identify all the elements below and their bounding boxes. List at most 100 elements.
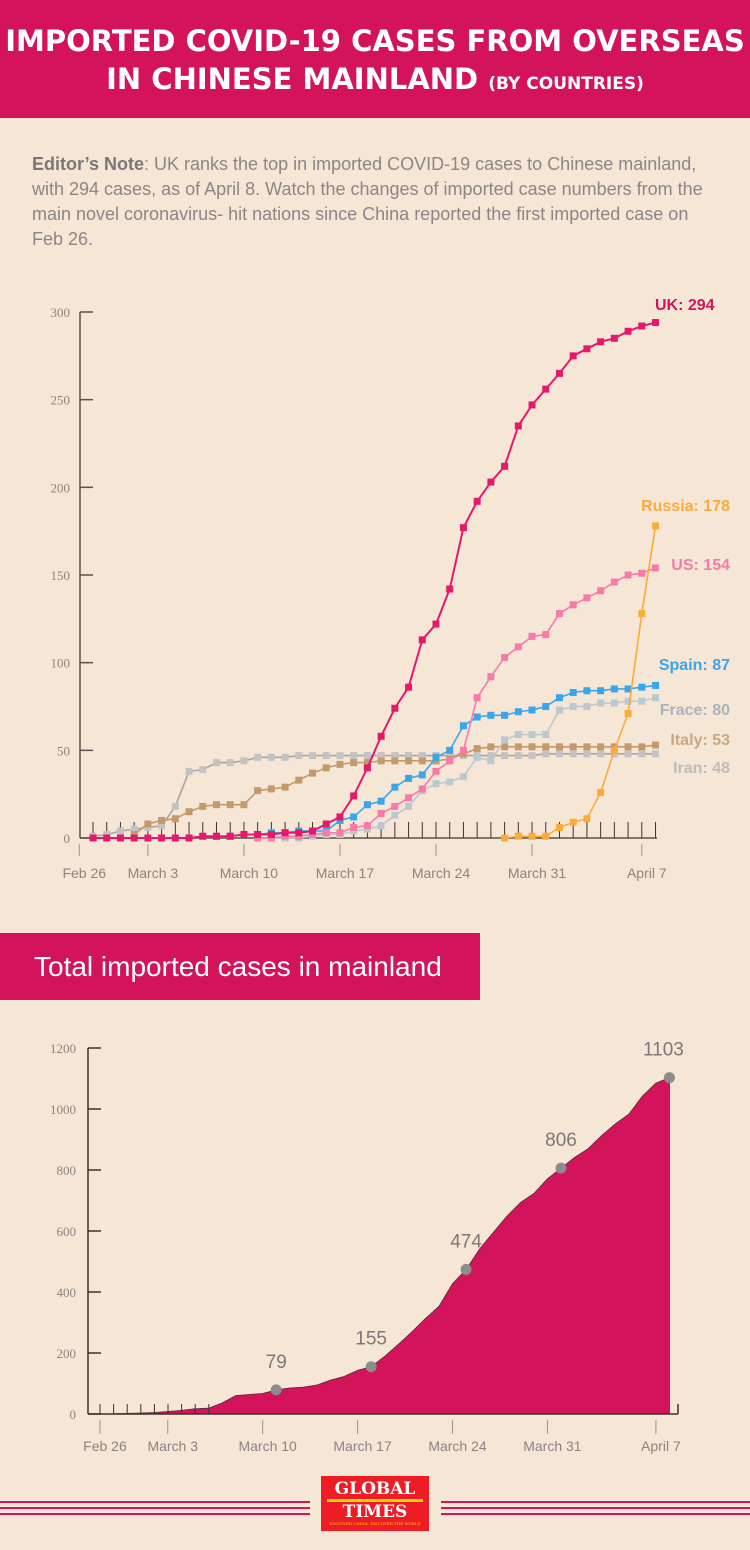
footer-rule	[441, 1513, 750, 1515]
data-point-us	[487, 673, 495, 681]
data-point-us	[652, 564, 660, 572]
data-point-us	[624, 571, 632, 579]
data-point-us	[405, 794, 413, 802]
data-point-iran	[350, 752, 358, 760]
data-point-france	[487, 757, 495, 765]
annotation-label: 155	[355, 1329, 387, 1350]
data-point-iran	[514, 752, 522, 760]
y-tick-label: 200	[51, 480, 71, 495]
x-tick-label: March 10	[238, 1438, 297, 1454]
data-point-spain	[336, 816, 344, 824]
data-point-spain	[583, 687, 591, 695]
y-tick-label: 1200	[50, 1041, 76, 1056]
data-point-us	[514, 643, 522, 651]
data-point-iran	[336, 752, 344, 760]
data-point-iran	[185, 767, 193, 775]
annotation-dot	[365, 1361, 377, 1373]
data-point-iran	[363, 752, 371, 760]
data-point-spain	[542, 703, 550, 710]
data-point-us	[473, 694, 481, 702]
data-point-iran	[391, 752, 399, 760]
data-point-italy	[130, 830, 138, 838]
data-point-spain	[473, 713, 481, 721]
data-point-italy	[652, 741, 660, 749]
footer-rule	[0, 1501, 310, 1503]
header: IMPORTED COVID-19 CASES FROM OVERSEAS IN…	[0, 0, 750, 118]
x-tick-label: March 10	[220, 865, 279, 881]
data-point-us	[597, 587, 605, 595]
data-point-uk	[418, 636, 426, 644]
data-point-uk	[610, 334, 618, 342]
data-point-uk	[103, 834, 111, 842]
data-point-iran	[254, 753, 262, 761]
data-point-uk	[281, 829, 289, 837]
data-point-uk	[555, 369, 563, 377]
data-point-italy	[583, 743, 591, 751]
data-point-spain	[363, 801, 371, 809]
data-point-uk	[185, 834, 193, 842]
editors-note: Editor’s Note: UK ranks the top in impor…	[32, 152, 722, 252]
data-point-france	[446, 778, 454, 786]
x-tick-label: Feb 26	[83, 1438, 127, 1454]
data-point-spain	[405, 774, 413, 782]
annotation-label: 79	[266, 1352, 287, 1373]
data-point-italy	[254, 787, 262, 795]
data-point-france	[432, 780, 440, 788]
data-point-italy	[267, 785, 275, 793]
data-point-russia	[652, 522, 660, 530]
data-point-uk	[501, 462, 509, 470]
data-point-italy	[158, 816, 166, 824]
annotation-dot	[663, 1072, 675, 1084]
data-point-iran	[405, 752, 413, 760]
data-point-us	[254, 834, 262, 842]
data-point-france	[391, 811, 399, 819]
data-point-uk	[597, 338, 605, 346]
data-point-uk	[254, 830, 262, 838]
data-point-us	[501, 653, 509, 661]
annotation-dot	[555, 1162, 567, 1174]
data-point-us	[391, 802, 399, 810]
data-point-france	[555, 706, 563, 714]
data-point-russia	[638, 610, 646, 618]
data-point-iran	[158, 822, 166, 830]
data-point-us	[610, 578, 618, 586]
data-point-italy	[212, 801, 220, 809]
data-point-italy	[295, 776, 303, 784]
y-tick-label: 250	[51, 393, 71, 408]
data-point-italy	[597, 743, 605, 751]
data-point-uk	[350, 792, 358, 800]
data-point-uk	[432, 620, 440, 628]
data-point-iran	[103, 830, 111, 838]
page-subtitle: (BY COUNTRIES)	[488, 74, 644, 94]
series-label-russia: Russia: 178	[641, 498, 730, 515]
data-point-iran	[116, 827, 124, 835]
data-point-italy	[350, 759, 358, 767]
data-point-spain	[418, 771, 426, 779]
data-point-iran	[212, 759, 220, 767]
data-point-us	[281, 832, 289, 840]
annotation-label: 474	[450, 1231, 482, 1252]
data-point-iran	[171, 802, 179, 810]
data-point-russia	[569, 818, 577, 826]
section-banner: Total imported cases in mainland	[0, 933, 480, 1000]
data-point-france	[473, 753, 481, 761]
data-point-italy	[405, 757, 413, 765]
data-point-us	[295, 832, 303, 840]
x-tick-label: March 24	[412, 865, 471, 881]
y-tick-label: 0	[70, 1407, 77, 1422]
data-point-iran	[144, 823, 152, 831]
data-point-france	[350, 827, 358, 835]
data-point-spain	[432, 753, 440, 761]
data-point-us	[267, 834, 275, 842]
data-point-iran	[652, 750, 660, 758]
data-point-france	[638, 697, 646, 705]
data-point-us	[446, 757, 454, 765]
x-tick-label: March 3	[147, 1438, 198, 1454]
data-point-italy	[473, 745, 481, 753]
data-point-iran	[487, 752, 495, 760]
total-area-chart: 0 200 400 600 800 1000 1200 Feb 26 March 3 March …	[50, 1040, 684, 1454]
data-point-uk	[391, 704, 399, 712]
data-point-italy	[281, 783, 289, 791]
y-tick-label: 400	[57, 1285, 77, 1300]
footer-rule	[441, 1507, 750, 1509]
